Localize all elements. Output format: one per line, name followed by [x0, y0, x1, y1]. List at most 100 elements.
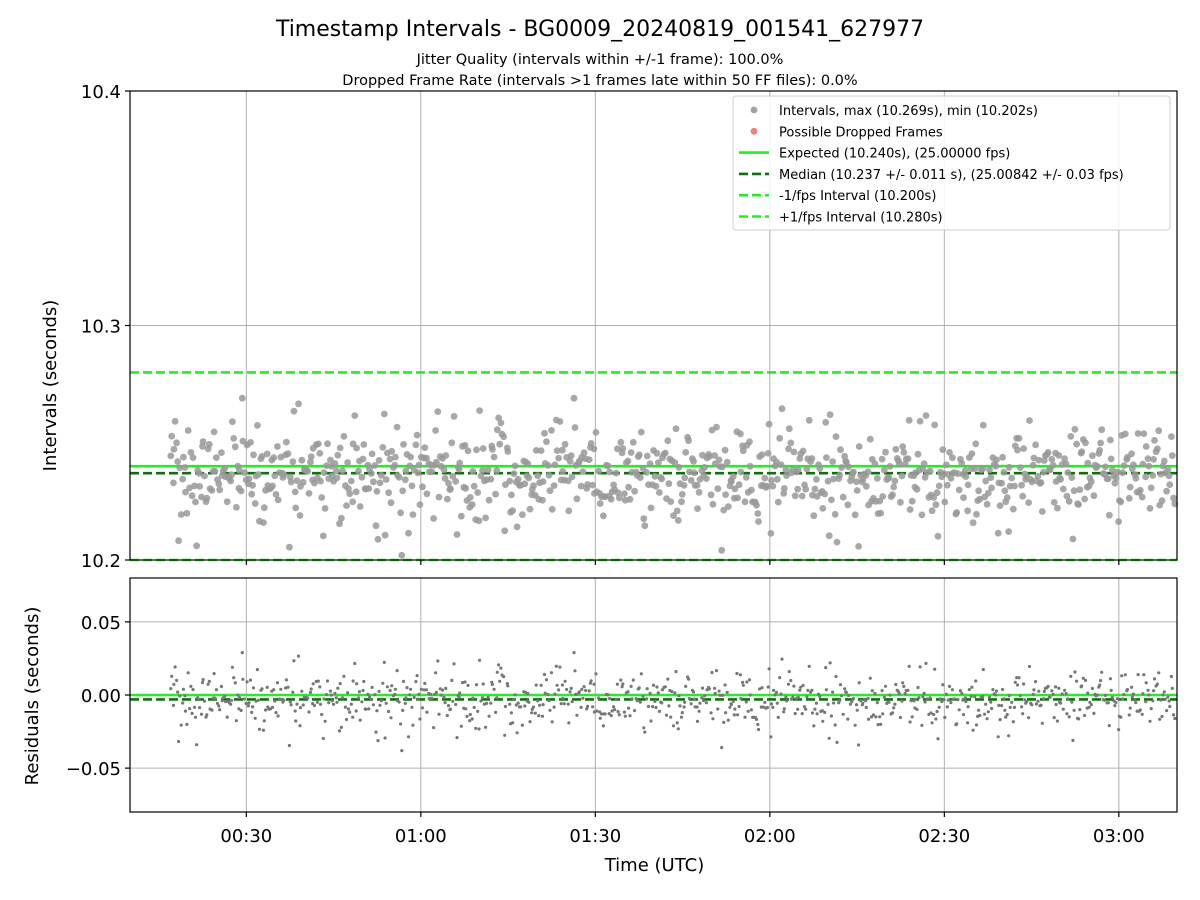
- legend-box: [732, 95, 1171, 231]
- residual-point: [774, 690, 779, 695]
- interval-point: [181, 464, 189, 471]
- interval-point: [943, 461, 950, 469]
- residual-point: [616, 710, 620, 714]
- interval-point: [651, 473, 659, 480]
- residual-point: [1131, 692, 1135, 696]
- residual-point: [789, 678, 793, 683]
- interval-point: [462, 484, 470, 492]
- interval-point: [1132, 474, 1140, 482]
- interval-point: [501, 527, 509, 535]
- residual-point: [1000, 704, 1004, 708]
- interval-point: [231, 443, 239, 451]
- residual-point: [937, 705, 941, 709]
- residual-point: [867, 717, 871, 721]
- interval-point: [473, 446, 480, 454]
- residual-point: [763, 700, 767, 705]
- interval-point: [595, 467, 602, 475]
- interval-point: [682, 449, 690, 456]
- interval-point: [701, 464, 708, 471]
- residual-point: [812, 724, 816, 728]
- residual-point: [422, 688, 426, 692]
- interval-point: [401, 476, 409, 484]
- residual-point: [941, 683, 945, 687]
- residual-point: [306, 696, 310, 700]
- interval-point: [585, 456, 593, 463]
- interval-point: [336, 444, 344, 452]
- residual-point: [468, 712, 472, 717]
- interval-point: [274, 496, 282, 504]
- residual-point: [247, 701, 251, 705]
- interval-point: [713, 423, 720, 431]
- interval-point: [359, 455, 367, 463]
- interval-point: [753, 501, 760, 509]
- interval-point: [260, 504, 268, 512]
- interval-point: [179, 475, 187, 483]
- residual-point: [704, 701, 709, 705]
- interval-point: [283, 438, 290, 446]
- residual-point: [913, 697, 918, 701]
- residual-point: [925, 697, 929, 701]
- residual-point: [193, 715, 198, 719]
- interval-point: [774, 498, 782, 506]
- residual-point: [769, 702, 774, 706]
- residual-point: [378, 703, 382, 707]
- residual-point: [813, 707, 817, 711]
- interval-point: [374, 535, 382, 543]
- interval-point: [1062, 460, 1070, 468]
- residual-point: [961, 698, 965, 702]
- residual-point: [559, 702, 563, 706]
- interval-point: [344, 459, 351, 466]
- interval-point: [1071, 425, 1079, 433]
- residual-point: [401, 708, 405, 713]
- residual-point: [494, 710, 498, 715]
- residual-point: [754, 717, 759, 722]
- residual-point: [373, 693, 377, 697]
- interval-point: [524, 460, 532, 468]
- residual-point: [503, 704, 507, 709]
- interval-point: [289, 458, 297, 466]
- residual-point: [279, 687, 283, 691]
- interval-point: [349, 498, 357, 506]
- residual-point: [325, 693, 329, 697]
- interval-point: [208, 487, 216, 494]
- residuals-y-tick-label: 0.05: [81, 613, 121, 634]
- residual-point: [450, 678, 454, 683]
- residual-point: [377, 689, 381, 694]
- interval-point: [765, 420, 773, 428]
- residual-point: [474, 683, 479, 687]
- interval-point: [291, 488, 299, 496]
- interval-point: [304, 467, 312, 475]
- residual-point: [1027, 664, 1032, 669]
- residual-point: [1100, 670, 1104, 674]
- residual-point: [338, 682, 342, 686]
- interval-point: [719, 463, 726, 471]
- residual-point: [332, 702, 336, 706]
- residual-point: [568, 690, 572, 694]
- residual-point: [1161, 693, 1165, 697]
- interval-point: [787, 439, 795, 447]
- interval-point: [544, 462, 552, 469]
- interval-point: [587, 440, 595, 447]
- residual-point: [846, 717, 850, 721]
- interval-point: [1119, 469, 1127, 477]
- interval-point: [1104, 475, 1112, 482]
- residual-point: [722, 720, 726, 725]
- residual-point: [210, 708, 214, 712]
- interval-point: [964, 481, 972, 489]
- residual-point: [260, 687, 264, 691]
- residual-point: [459, 724, 463, 728]
- interval-point: [962, 467, 969, 475]
- residual-point: [415, 674, 419, 678]
- interval-point: [742, 473, 750, 481]
- residual-point: [321, 736, 325, 741]
- residual-point: [1149, 707, 1153, 711]
- residual-point: [930, 721, 934, 725]
- residual-point: [613, 708, 617, 712]
- residual-point: [575, 713, 579, 717]
- residual-point: [887, 700, 891, 704]
- x-tick-label: 02:30: [918, 826, 970, 847]
- residual-point: [429, 692, 433, 696]
- residual-point: [823, 710, 827, 715]
- residual-point: [245, 680, 249, 684]
- intervals-y-tick-label: 10.2: [81, 551, 121, 572]
